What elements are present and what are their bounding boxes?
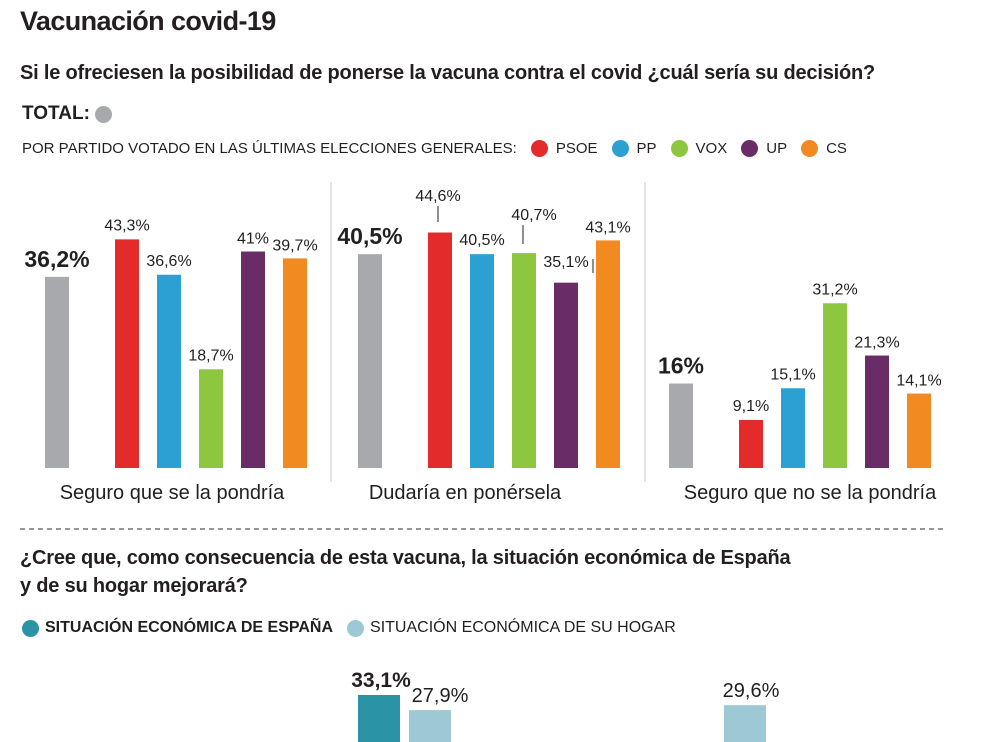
vox-swatch <box>670 140 688 157</box>
value-label-vox-seguro-que-se-la-pondria: 18,7% <box>188 347 233 364</box>
bar-up-seguro-que-se-la-pondria <box>241 251 265 468</box>
party-legend-prefix: POR PARTIDO VOTADO EN LAS ÚLTIMAS ELECCI… <box>22 140 517 157</box>
bar-psoe-seguro-que-no-se-la-pondria <box>739 419 763 468</box>
value-label-up-dudaria-en-ponersela: 35,1% <box>543 254 588 271</box>
value-label-pp-seguro-que-no-se-la-pondria: 15,1% <box>770 366 815 383</box>
legend-item-hogar: SITUACIÓN ECONÓMICA DE SU HOGAR <box>347 619 676 637</box>
up-swatch <box>741 140 759 157</box>
bar-psoe-dudaria-en-ponersela <box>428 232 452 468</box>
legend-item-up: UP <box>741 140 787 157</box>
legend-pp-label: PP <box>636 140 657 157</box>
total-label: TOTAL: <box>22 103 90 124</box>
value-label-up-seguro-que-se-la-pondria: 41% <box>237 231 269 248</box>
category-label-seguro-que-se-la-pondria: Seguro que se la pondría <box>60 482 285 504</box>
total-legend: TOTAL: <box>22 103 112 125</box>
legend-item-cs: CS <box>801 140 847 157</box>
value-label-total-seguro-que-no-se-la-pondria: 16% <box>658 353 704 379</box>
bar-vox-dudaria-en-ponersela <box>512 253 536 468</box>
total-color-swatch <box>94 105 112 123</box>
value-label-cs-seguro-que-se-la-pondria: 39,7% <box>272 237 317 254</box>
bar-up-dudaria-en-ponersela <box>554 282 578 468</box>
section-divider <box>20 528 945 530</box>
hogar-swatch <box>347 619 365 637</box>
bar-vox-seguro-que-no-se-la-pondria <box>823 303 847 468</box>
bar-psoe-seguro-que-se-la-pondria <box>115 239 139 468</box>
legend-espana-label: SITUACIÓN ECONÓMICA DE ESPAÑA <box>45 619 334 636</box>
value-label-up-seguro-que-no-se-la-pondria: 21,3% <box>854 335 899 352</box>
bar-situacion-economica-de-espana-0 <box>358 695 400 742</box>
category-label-seguro-que-no-se-la-pondria: Seguro que no se la pondría <box>684 482 937 504</box>
value-label-situacion-economica-de-su-hogar-0: 27,9% <box>412 685 469 707</box>
legend-psoe-label: PSOE <box>555 140 598 157</box>
question-economy-line-2: y de su hogar mejorará? <box>20 575 248 597</box>
espana-swatch <box>22 619 39 637</box>
legend-up-label: UP <box>766 140 788 157</box>
question-economy: ¿Cree que, como consecuencia de esta vac… <box>20 544 791 600</box>
bar-pp-seguro-que-se-la-pondria <box>157 274 181 468</box>
economy-legend: SITUACIÓN ECONÓMICA DE ESPAÑA SITUACIÓN … <box>22 619 690 637</box>
value-label-situacion-economica-de-su-hogar-1: 29,6% <box>723 680 780 702</box>
bar-up-seguro-que-no-se-la-pondria <box>865 355 889 468</box>
legend-hogar-label: SITUACIÓN ECONÓMICA DE SU HOGAR <box>370 619 676 636</box>
bar-pp-seguro-que-no-se-la-pondria <box>781 388 805 468</box>
value-label-vox-seguro-que-no-se-la-pondria: 31,2% <box>812 281 857 298</box>
psoe-swatch <box>530 140 548 157</box>
bar-vox-seguro-que-se-la-pondria <box>199 369 223 468</box>
value-label-psoe-dudaria-en-ponersela: 44,6% <box>415 188 460 205</box>
page-title: Vacunación covid-19 <box>20 6 276 36</box>
bar-situacion-economica-de-su-hogar-1 <box>724 705 766 742</box>
bar-pp-dudaria-en-ponersela <box>470 254 494 468</box>
value-label-pp-dudaria-en-ponersela: 40,5% <box>459 232 504 249</box>
bar-total-seguro-que-no-se-la-pondria <box>669 383 693 468</box>
question-vaccine-decision: Si le ofreciesen la posibilidad de poner… <box>20 62 876 84</box>
value-label-total-dudaria-en-ponersela: 40,5% <box>337 223 402 249</box>
bar-cs-seguro-que-no-se-la-pondria <box>907 393 931 468</box>
bar-cs-dudaria-en-ponersela <box>596 240 620 468</box>
bar-total-seguro-que-se-la-pondria <box>45 276 69 468</box>
value-label-total-seguro-que-se-la-pondria: 36,2% <box>24 246 89 272</box>
legend-item-psoe: PSOE <box>530 140 598 157</box>
legend-vox-label: VOX <box>695 140 728 157</box>
legend-cs-label: CS <box>826 140 847 157</box>
value-label-situacion-economica-de-espana-0: 33,1% <box>351 669 411 692</box>
value-label-cs-seguro-que-no-se-la-pondria: 14,1% <box>896 373 941 390</box>
party-legend: POR PARTIDO VOTADO EN LAS ÚLTIMAS ELECCI… <box>22 140 847 157</box>
cs-swatch <box>801 140 819 157</box>
value-label-cs-dudaria-en-ponersela: 43,1% <box>585 219 630 236</box>
bar-total-dudaria-en-ponersela <box>358 254 382 468</box>
value-label-vox-dudaria-en-ponersela: 40,7% <box>511 207 556 224</box>
legend-item-pp: PP <box>611 140 657 157</box>
vaccine-decision-chart: 36,2% 43,3% 36,6% 18,7% 41% 39,7% Seguro que s… <box>24 182 942 504</box>
value-label-psoe-seguro-que-no-se-la-pondria: 9,1% <box>733 398 769 415</box>
value-label-psoe-seguro-que-se-la-pondria: 43,3% <box>104 217 149 234</box>
value-label-pp-seguro-que-se-la-pondria: 36,6% <box>146 253 191 270</box>
pp-swatch <box>611 140 629 157</box>
legend-item-espana: SITUACIÓN ECONÓMICA DE ESPAÑA <box>22 619 333 637</box>
bar-cs-seguro-que-se-la-pondria <box>283 258 307 468</box>
category-label-dudaria-en-ponersela: Dudaría en ponérsela <box>369 482 562 504</box>
legend-item-vox: VOX <box>670 140 728 157</box>
question-economy-line-1: ¿Cree que, como consecuencia de esta vac… <box>20 547 791 569</box>
bar-situacion-economica-de-su-hogar-0 <box>409 710 451 742</box>
